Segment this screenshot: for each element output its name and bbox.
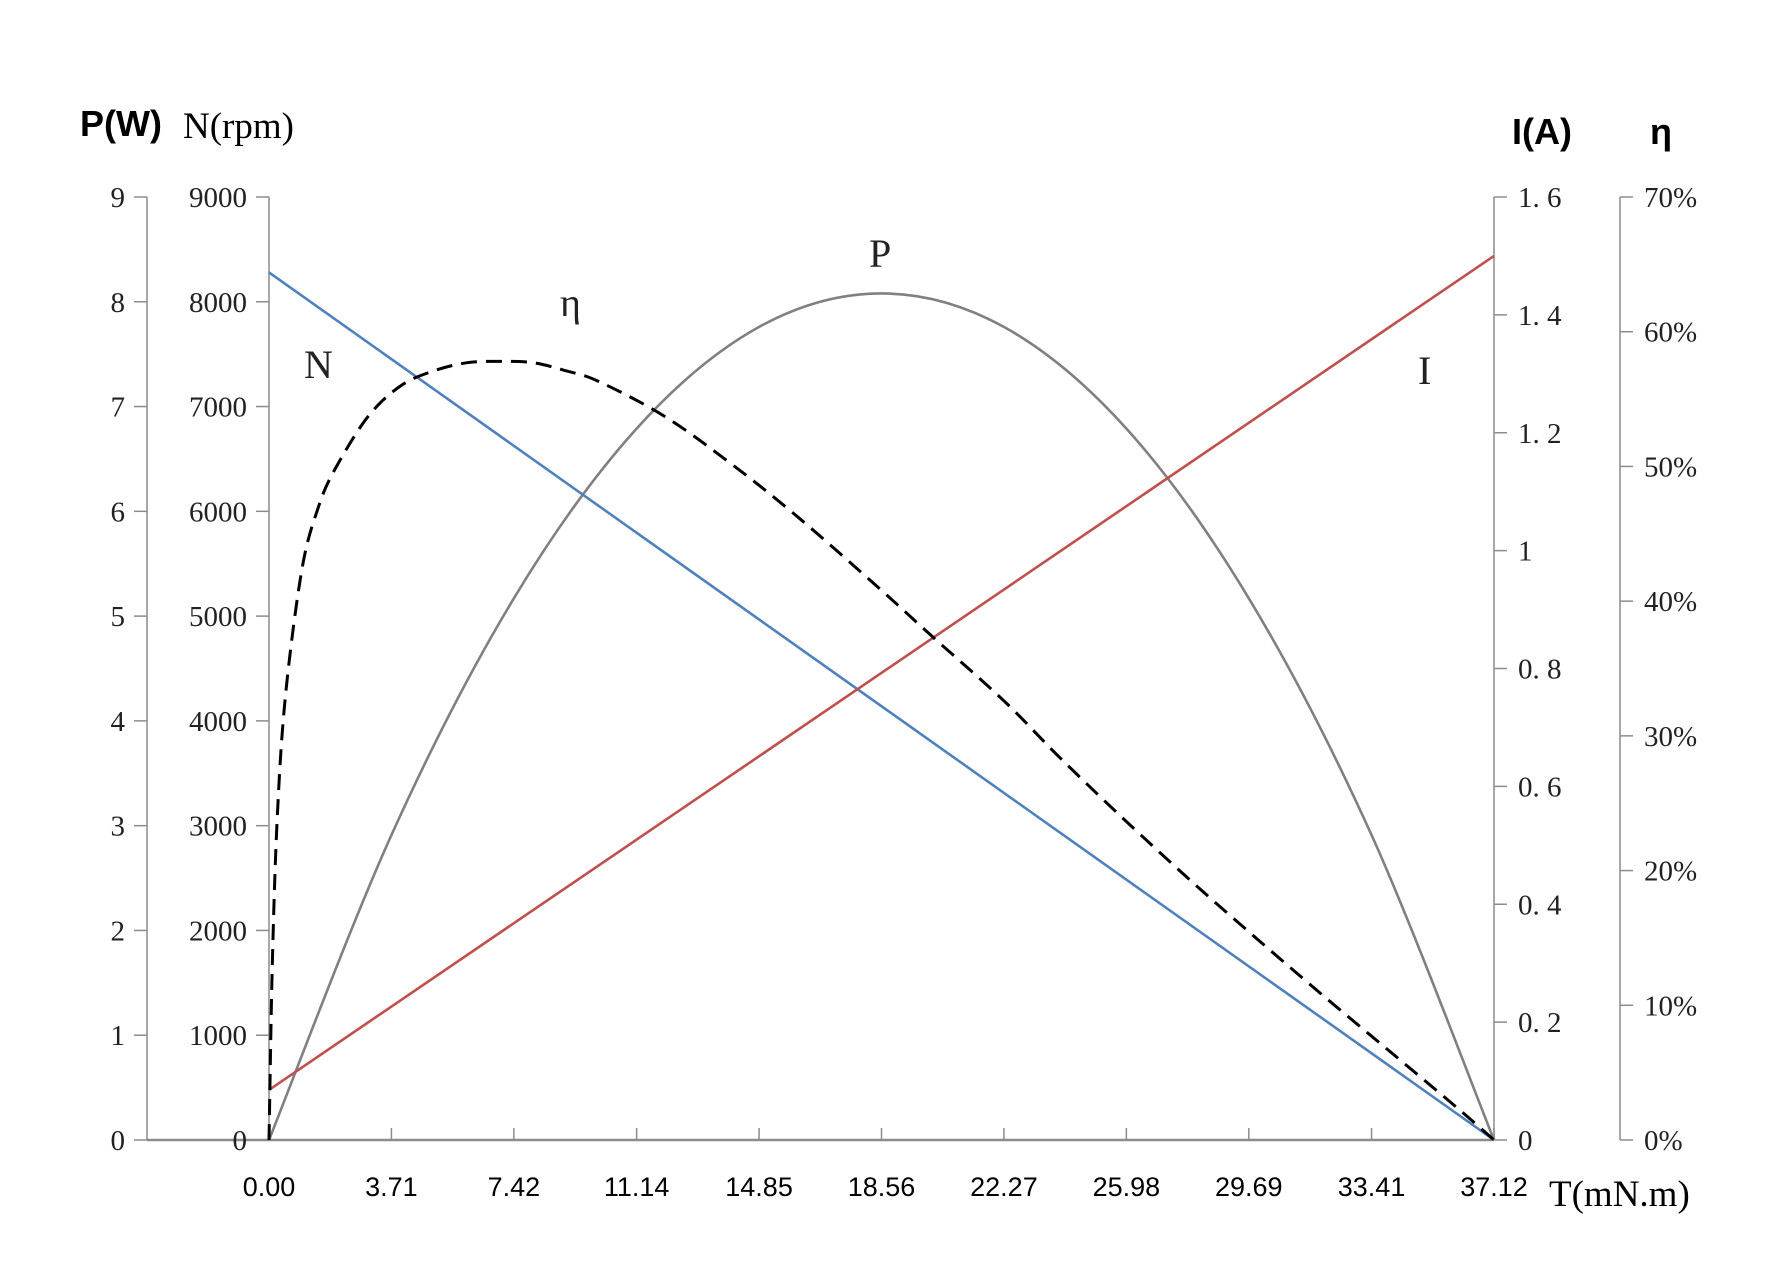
- efficiency-tick-label: 10%: [1644, 990, 1697, 1022]
- power-tick-label: 4: [111, 706, 126, 738]
- efficiency-tick-label: 30%: [1644, 721, 1697, 753]
- current-tick-label: 0. 6: [1518, 771, 1562, 803]
- speed-tick-label: 0: [233, 1125, 248, 1157]
- power-tick-label: 2: [111, 915, 126, 947]
- x-axis-title: T(mN.m): [1549, 1174, 1690, 1215]
- power-axis-title: P(W): [80, 103, 162, 144]
- efficiency-tick-label: 60%: [1644, 317, 1697, 349]
- curve-label-eta: η: [560, 280, 581, 325]
- current-tick-label: 0. 2: [1518, 1007, 1562, 1039]
- speed-tick-label: 1000: [189, 1020, 247, 1052]
- x-tick-label: 25.98: [1093, 1172, 1161, 1202]
- x-tick-label: 33.41: [1338, 1172, 1406, 1202]
- x-tick-label: 3.71: [365, 1172, 418, 1202]
- x-tick-label: 22.27: [970, 1172, 1038, 1202]
- labels: P(W) N(rpm) I(A) η T(mN.m) N η P I: [80, 103, 1690, 1215]
- x-tick-label: 37.12: [1460, 1172, 1528, 1202]
- current-tick-label: 1. 4: [1518, 300, 1562, 332]
- power-tick-label: 9: [111, 182, 126, 214]
- speed-tick-label: 2000: [189, 915, 247, 947]
- efficiency-axis-title: η: [1650, 111, 1672, 152]
- power-tick-label: 3: [111, 811, 126, 843]
- power-tick-label: 1: [111, 1020, 126, 1052]
- current-tick-label: 0. 8: [1518, 654, 1562, 686]
- current-axis-title: I(A): [1512, 111, 1572, 152]
- series-line-i: [268, 254, 1495, 1091]
- power-tick-label: 0: [111, 1125, 126, 1157]
- x-tick-label: 29.69: [1215, 1172, 1283, 1202]
- current-tick-label: 1. 6: [1518, 182, 1562, 214]
- power-tick-label: 5: [111, 601, 126, 633]
- power-tick-label: 7: [111, 392, 126, 424]
- speed-tick-label: 6000: [189, 496, 247, 528]
- current-tick-label: 1: [1518, 536, 1533, 568]
- power-tick-label: 8: [111, 287, 126, 319]
- current-tick-label: 0. 4: [1518, 889, 1562, 921]
- curve-label-n: N: [304, 342, 333, 387]
- axes-lines: [146, 197, 1621, 1142]
- efficiency-tick-label: 50%: [1644, 451, 1697, 483]
- curve-label-p: P: [869, 231, 891, 276]
- power-tick-label: 6: [111, 496, 126, 528]
- x-tick-label: 0.00: [243, 1172, 296, 1202]
- series: [267, 254, 1496, 1142]
- series-line-n: [268, 271, 1495, 1142]
- speed-tick-label: 5000: [189, 601, 247, 633]
- efficiency-tick-label: 40%: [1644, 586, 1697, 618]
- speed-tick-label: 4000: [189, 706, 247, 738]
- series-line-p: [267, 292, 1496, 1141]
- ticks: 0 1 2 3 4 5 6 7 8 9 0 1000 2000 3000 4000 5000 6000 7000 8…: [111, 182, 1698, 1202]
- x-tick-label: 7.42: [488, 1172, 541, 1202]
- speed-tick-label: 8000: [189, 287, 247, 319]
- efficiency-tick-label: 0%: [1644, 1125, 1683, 1157]
- series-line-eta: [267, 359, 1495, 1142]
- curve-label-i: I: [1418, 348, 1431, 393]
- current-tick-label: 1. 2: [1518, 418, 1562, 450]
- x-tick-label: 18.56: [848, 1172, 916, 1202]
- speed-tick-label: 7000: [189, 392, 247, 424]
- efficiency-tick-label: 70%: [1644, 182, 1697, 214]
- speed-tick-label: 9000: [189, 182, 247, 214]
- speed-axis-title: N(rpm): [183, 106, 294, 147]
- x-tick-label: 11.14: [604, 1172, 670, 1202]
- speed-tick-label: 3000: [189, 811, 247, 843]
- efficiency-tick-label: 20%: [1644, 856, 1697, 888]
- x-tick-label: 14.85: [725, 1172, 793, 1202]
- current-tick-label: 0: [1518, 1125, 1533, 1157]
